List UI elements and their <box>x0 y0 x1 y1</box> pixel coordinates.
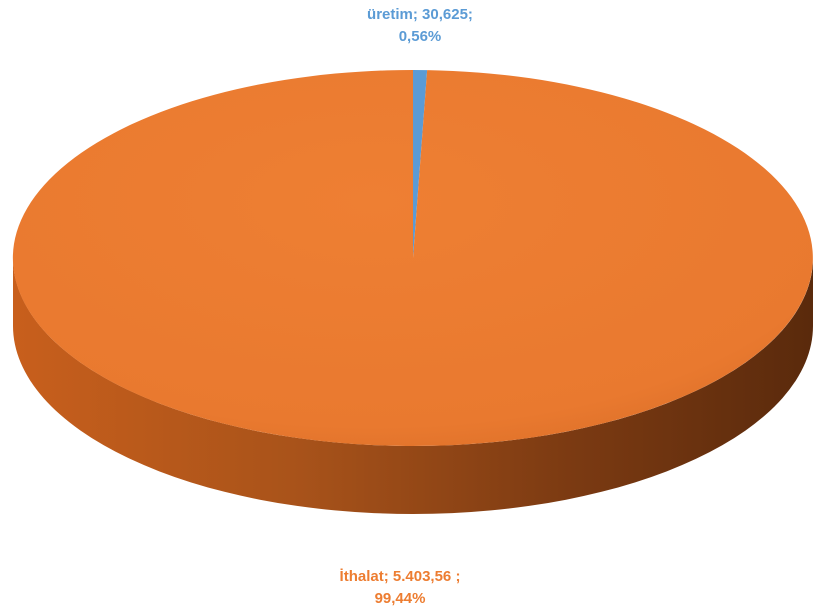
pie-side-wall <box>13 258 813 514</box>
pie-slice--retim <box>413 70 428 258</box>
pie-slice-i-thalat <box>12 69 813 447</box>
data-label-ithalat-line1: İthalat; 5.403,56 ; <box>339 568 461 585</box>
data-label-ithalat: İthalat; 5.403,56 ; 99,44% <box>270 566 530 610</box>
data-label-uretim: üretim; 30,625; 0,56% <box>290 4 550 48</box>
data-label-ithalat-line2: 99,44% <box>374 590 426 607</box>
data-label-uretim-line1: üretim; 30,625; <box>367 6 473 23</box>
data-label-uretim-line2: 0,56% <box>398 28 442 45</box>
